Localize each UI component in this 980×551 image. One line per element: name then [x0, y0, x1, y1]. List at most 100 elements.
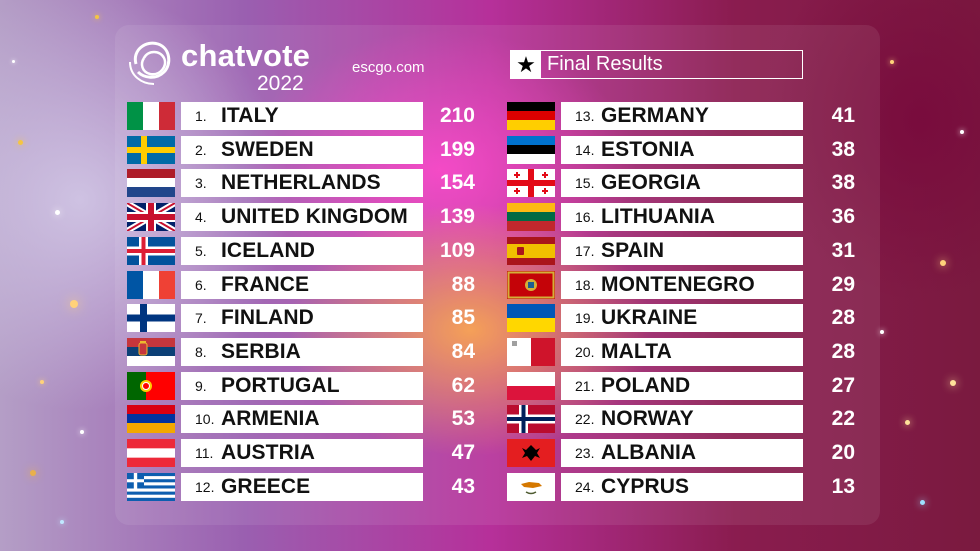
country-bar: 3. NETHERLANDS [181, 169, 423, 198]
points-value: 41 [831, 104, 855, 127]
sparkle-dot [55, 210, 60, 215]
brand-year: 2022 [257, 72, 304, 95]
points-value: 199 [439, 137, 475, 161]
points-value: 13 [831, 474, 855, 498]
sparkle-dot [890, 60, 894, 64]
country-bar: 18. MONTENEGRO [561, 270, 803, 299]
rank-number: 21. [575, 377, 595, 394]
rank-number: 9. [195, 377, 207, 394]
points-value: 29 [831, 272, 855, 296]
austria-flag-icon [127, 439, 175, 467]
sparkle-dot [12, 60, 15, 63]
netherlands-flag-icon [127, 169, 175, 198]
brand-name: chatvote [181, 38, 311, 73]
rank-number: 5. [195, 242, 207, 259]
cyprus-flag-icon [507, 472, 555, 501]
country-bar: 5. ICELAND [181, 236, 423, 265]
norway-flag-icon [507, 405, 555, 434]
country-bar: 13. GERMANY [561, 102, 803, 130]
country-name: FINLAND [221, 306, 314, 330]
country-name: SPAIN [601, 238, 665, 262]
country-name: ESTONIA [601, 137, 695, 161]
sparkle-dot [40, 380, 44, 384]
rank-number: 19. [575, 310, 595, 327]
country-bar: 11. AUSTRIA [181, 439, 423, 467]
portugal-flag-icon [127, 371, 175, 400]
country-bar: 20. MALTA [561, 337, 803, 366]
sparkle-dot [18, 140, 23, 145]
rank-number: 10. [195, 411, 215, 428]
sparkle-dot [95, 15, 99, 19]
rank-number: 17. [575, 242, 595, 259]
finland-flag-icon [127, 304, 175, 333]
country-bar: 22. NORWAY [561, 405, 803, 434]
rank-number: 3. [195, 175, 207, 192]
germany-flag-icon [507, 102, 555, 130]
country-name: ALBANIA [601, 441, 697, 464]
country-name: LITHUANIA [601, 205, 716, 229]
france-flag-icon [127, 270, 175, 299]
rank-number: 18. [575, 276, 595, 293]
final-results-title: Final Results [547, 53, 663, 75]
sparkle-dot [905, 420, 910, 425]
points-value: 85 [451, 306, 475, 330]
country-name: MALTA [601, 339, 672, 363]
rank-number: 12. [195, 478, 215, 495]
country-name: UNITED KINGDOM [221, 205, 408, 229]
country-name: GERMANY [601, 104, 710, 127]
country-bar: 10. ARMENIA [181, 405, 423, 434]
points-value: 154 [439, 171, 475, 195]
country-name: UKRAINE [601, 306, 698, 330]
spain-flag-icon [507, 236, 555, 265]
country-bar: 17. SPAIN [561, 236, 803, 265]
sparkle-dot [950, 380, 956, 386]
rank-number: 22. [575, 411, 595, 428]
country-name: ARMENIA [221, 407, 320, 431]
italy-flag-icon [127, 102, 175, 130]
country-bar: 19. UKRAINE [561, 304, 803, 333]
country-name: PORTUGAL [221, 373, 340, 397]
points-value: 36 [831, 205, 855, 229]
malta-flag-icon [507, 337, 555, 366]
country-name: AUSTRIA [221, 441, 316, 464]
country-name: POLAND [601, 373, 691, 397]
country-bar: 8. SERBIA [181, 337, 423, 366]
country-bar: 12. GREECE [181, 472, 423, 501]
country-bar: 16. LITHUANIA [561, 203, 803, 232]
georgia-flag-icon [507, 169, 555, 198]
country-name: ICELAND [221, 238, 316, 262]
star-icon: ★ [511, 51, 541, 78]
country-name: GEORGIA [601, 171, 701, 195]
sparkle-dot [70, 300, 78, 308]
sparkle-dot [880, 330, 884, 334]
greece-flag-icon [127, 472, 175, 501]
final-results-header: ★ Final Results [510, 50, 803, 79]
points-value: 38 [831, 171, 855, 195]
country-name: ITALY [221, 104, 279, 127]
country-name: FRANCE [221, 272, 310, 296]
country-bar: 7. FINLAND [181, 304, 423, 333]
lithuania-flag-icon [507, 203, 555, 232]
estonia-flag-icon [507, 135, 555, 164]
sparkle-dot [940, 260, 946, 266]
points-value: 53 [451, 407, 475, 431]
country-name: MONTENEGRO [601, 272, 755, 296]
points-value: 38 [831, 137, 855, 161]
montenegro-flag-icon [507, 270, 555, 299]
country-name: SERBIA [221, 339, 301, 363]
points-value: 31 [831, 238, 855, 262]
rank-number: 23. [575, 445, 595, 461]
country-bar: 6. FRANCE [181, 270, 423, 299]
rank-number: 7. [195, 310, 207, 327]
points-value: 109 [439, 238, 475, 262]
points-value: 210 [439, 104, 475, 127]
country-name: CYPRUS [601, 474, 690, 498]
country-bar: 9. PORTUGAL [181, 371, 423, 400]
chatvote-logo-icon [129, 41, 171, 85]
rank-number: 8. [195, 343, 207, 360]
ukraine-flag-icon [507, 304, 555, 333]
iceland-flag-icon [127, 236, 175, 265]
rank-number: 20. [575, 343, 595, 360]
armenia-flag-icon [127, 405, 175, 434]
rank-number: 11. [195, 445, 214, 461]
